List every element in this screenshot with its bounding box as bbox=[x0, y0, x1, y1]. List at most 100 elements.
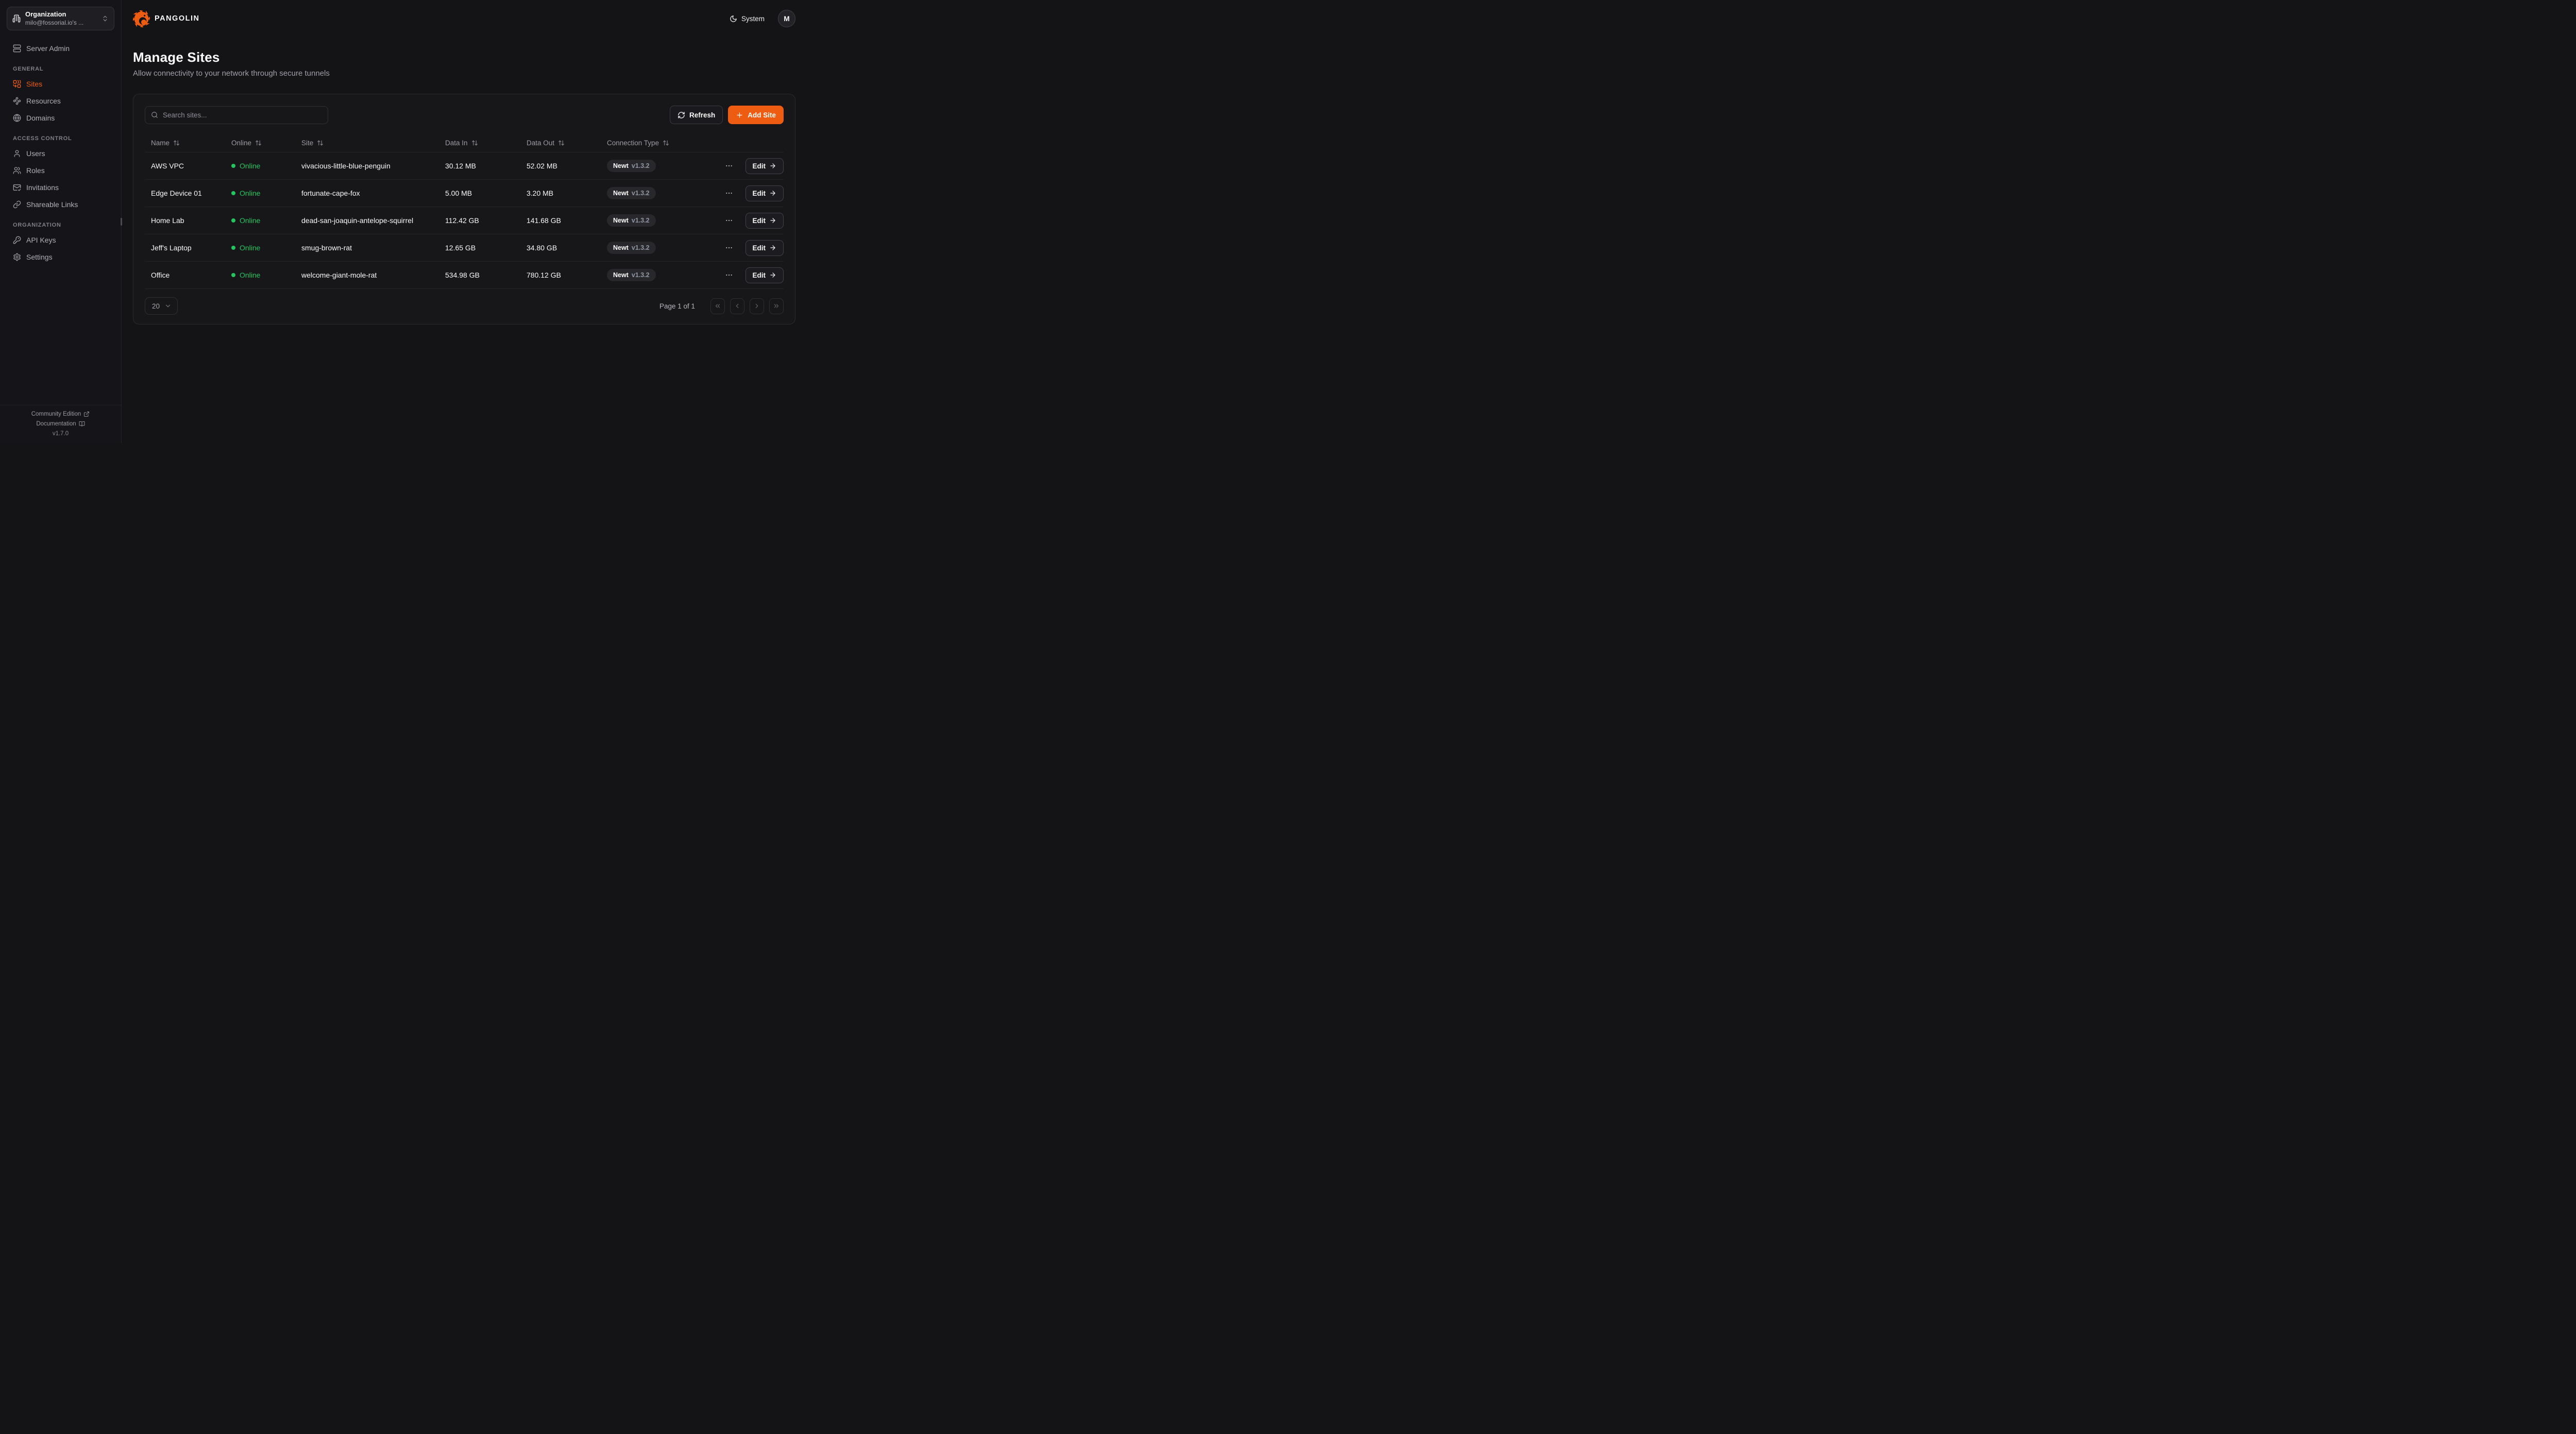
sidebar-item-users[interactable]: Users bbox=[7, 145, 114, 162]
edit-button[interactable]: Edit bbox=[745, 158, 784, 174]
sites-table: Name Online Site Data In Data Out bbox=[145, 134, 784, 289]
sidebar-item-label: API Keys bbox=[26, 235, 56, 244]
sort-icon bbox=[558, 140, 564, 146]
data-in-cell: 534.98 GB bbox=[445, 271, 480, 279]
sidebar-item-resources[interactable]: Resources bbox=[7, 92, 114, 109]
topbar: PANGOLIN System M bbox=[122, 0, 808, 37]
last-page-button[interactable] bbox=[769, 298, 784, 314]
column-header-name[interactable]: Name bbox=[145, 139, 225, 147]
ellipsis-icon bbox=[726, 165, 732, 167]
sites-icon bbox=[13, 80, 21, 88]
connection-version: v1.3.2 bbox=[631, 162, 650, 169]
arrow-right-icon bbox=[770, 191, 775, 196]
documentation-label: Documentation bbox=[36, 421, 76, 427]
row-menu-button[interactable] bbox=[723, 269, 735, 281]
column-header-data-in[interactable]: Data In bbox=[439, 139, 520, 147]
sidebar-item-settings[interactable]: Settings bbox=[7, 248, 114, 265]
online-status-cell: Online bbox=[225, 189, 295, 197]
sort-icon bbox=[471, 140, 478, 146]
mail-check-icon bbox=[13, 184, 21, 191]
ellipsis-icon bbox=[726, 219, 732, 221]
row-menu-button[interactable] bbox=[723, 187, 735, 199]
data-out-cell: 52.02 MB bbox=[527, 162, 557, 170]
online-status-cell: Online bbox=[225, 244, 295, 252]
search-input[interactable] bbox=[163, 111, 322, 119]
page-title: Manage Sites bbox=[133, 49, 220, 65]
column-header-site[interactable]: Site bbox=[295, 139, 439, 147]
sidebar-nav: Server Admin GENERAL Sites Resources Dom bbox=[7, 40, 114, 265]
connection-badge: Newt v1.3.2 bbox=[607, 214, 656, 227]
site-id-cell: dead-san-joaquin-antelope-squirrel bbox=[301, 216, 414, 225]
online-status-label: Online bbox=[240, 244, 261, 252]
table-header-row: Name Online Site Data In Data Out bbox=[145, 134, 784, 152]
connection-type-cell: Newt v1.3.2 bbox=[601, 269, 718, 281]
row-menu-button[interactable] bbox=[723, 242, 735, 254]
key-icon bbox=[13, 236, 21, 244]
connection-name: Newt bbox=[613, 217, 629, 224]
page-head: Manage Sites Allow connectivity to your … bbox=[122, 37, 808, 78]
site-id-cell: vivacious-little-blue-penguin bbox=[301, 162, 391, 170]
next-page-button[interactable] bbox=[750, 298, 764, 314]
book-open-icon bbox=[79, 421, 85, 426]
sidebar-item-label: Resources bbox=[26, 96, 61, 105]
sidebar-item-label: Users bbox=[26, 149, 45, 158]
edit-button[interactable]: Edit bbox=[745, 267, 784, 283]
link-icon bbox=[13, 200, 21, 208]
table-row: AWS VPC Online vivacious-little-blue-pen… bbox=[145, 152, 784, 180]
data-in-cell: 5.00 MB bbox=[445, 189, 472, 197]
users-icon bbox=[13, 166, 21, 174]
organization-selector[interactable]: Organization milo@fossorial.io's ... bbox=[7, 7, 114, 30]
chevrons-up-down-icon bbox=[103, 15, 107, 22]
toolbar: Refresh Add Site bbox=[145, 106, 784, 124]
community-edition-link[interactable]: Community Edition bbox=[31, 411, 90, 417]
row-menu-button[interactable] bbox=[723, 214, 735, 227]
column-header-connection-type[interactable]: Connection Type bbox=[601, 139, 718, 147]
column-header-online[interactable]: Online bbox=[225, 139, 295, 147]
arrow-right-icon bbox=[770, 245, 775, 250]
version-label: v1.7.0 bbox=[52, 431, 69, 437]
avatar[interactable]: M bbox=[778, 10, 795, 27]
section-heading-general: GENERAL bbox=[13, 66, 44, 72]
page-size-select[interactable]: 20 bbox=[145, 297, 178, 315]
connection-version: v1.3.2 bbox=[631, 190, 650, 197]
online-dot-icon bbox=[231, 218, 235, 223]
sidebar-item-api-keys[interactable]: API Keys bbox=[7, 231, 114, 248]
ellipsis-icon bbox=[726, 274, 732, 276]
avatar-initial: M bbox=[784, 14, 790, 23]
connection-badge: Newt v1.3.2 bbox=[607, 160, 656, 172]
data-out-cell: 3.20 MB bbox=[527, 189, 554, 197]
arrow-right-icon bbox=[770, 163, 775, 168]
theme-toggle[interactable]: System bbox=[730, 15, 765, 23]
online-dot-icon bbox=[231, 191, 235, 195]
sidebar-resize-handle[interactable] bbox=[121, 218, 122, 226]
sidebar-item-invitations[interactable]: Invitations bbox=[7, 179, 114, 196]
edit-button[interactable]: Edit bbox=[745, 212, 784, 229]
sidebar-item-sites[interactable]: Sites bbox=[7, 75, 114, 92]
site-name-cell: Jeff's Laptop bbox=[151, 244, 192, 252]
sidebar-item-server-admin[interactable]: Server Admin bbox=[7, 40, 114, 57]
sidebar-item-label: Settings bbox=[26, 252, 53, 261]
sidebar-item-domains[interactable]: Domains bbox=[7, 109, 114, 126]
refresh-icon bbox=[678, 111, 685, 118]
previous-page-button[interactable] bbox=[730, 298, 744, 314]
data-in-cell: 30.12 MB bbox=[445, 162, 476, 170]
row-menu-button[interactable] bbox=[723, 160, 735, 172]
edit-button[interactable]: Edit bbox=[745, 240, 784, 256]
column-header-data-out[interactable]: Data Out bbox=[520, 139, 601, 147]
first-page-button[interactable] bbox=[710, 298, 725, 314]
topbar-right: System M bbox=[730, 10, 795, 27]
community-edition-label: Community Edition bbox=[31, 411, 81, 417]
online-dot-icon bbox=[231, 246, 235, 250]
connection-name: Newt bbox=[613, 244, 629, 251]
sidebar-item-roles[interactable]: Roles bbox=[7, 162, 114, 179]
online-status-cell: Online bbox=[225, 271, 295, 279]
online-status-label: Online bbox=[240, 216, 261, 225]
row-edit-cell: Edit bbox=[740, 240, 784, 256]
sidebar-item-shareable-links[interactable]: Shareable Links bbox=[7, 196, 114, 213]
edit-button[interactable]: Edit bbox=[745, 185, 784, 201]
data-out-cell: 780.12 GB bbox=[527, 271, 561, 279]
documentation-link[interactable]: Documentation bbox=[36, 421, 85, 427]
add-site-button[interactable]: Add Site bbox=[728, 106, 784, 124]
refresh-button[interactable]: Refresh bbox=[669, 106, 723, 124]
brand[interactable]: PANGOLIN bbox=[133, 10, 199, 27]
